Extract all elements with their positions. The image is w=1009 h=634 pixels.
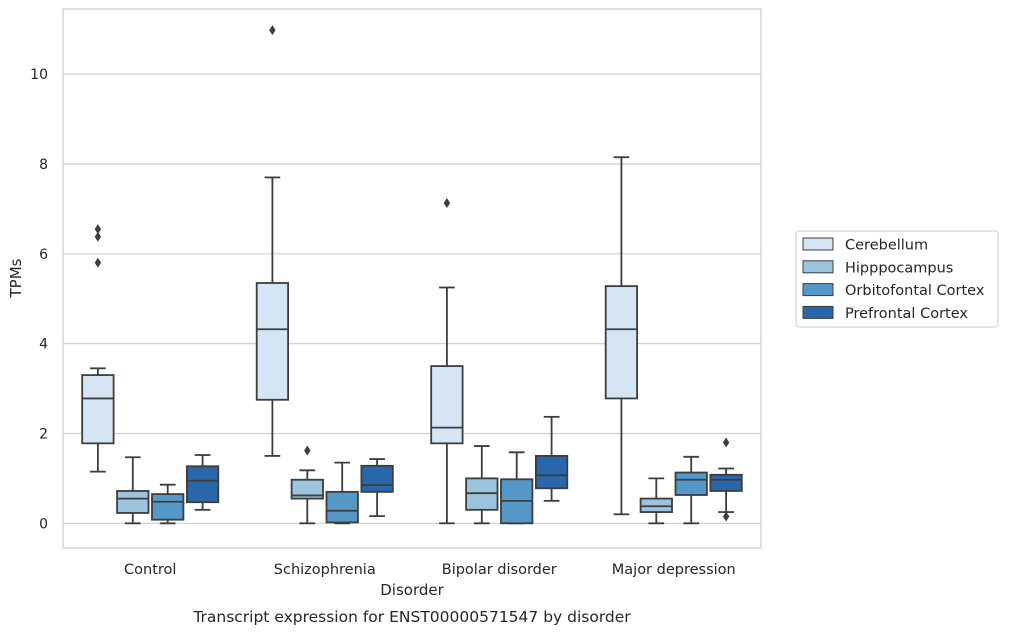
legend-label: Cerebellum (845, 238, 928, 254)
gridlines (63, 73, 761, 524)
plot-area (62, 8, 762, 549)
x-tick-label: Control (124, 562, 176, 578)
box-iqr (81, 374, 115, 445)
legend-swatch (802, 305, 834, 319)
box-cerebellum (255, 25, 290, 457)
y-axis-label: TPMs (7, 258, 25, 298)
box-prefrontal-cortex (534, 415, 569, 502)
box-hipppocampus (639, 477, 673, 525)
outlier-point (443, 198, 451, 209)
y-tick-label: 6 (39, 247, 48, 263)
outlier-point (94, 231, 102, 242)
box-iqr (709, 473, 743, 492)
legend-swatch (802, 260, 834, 274)
box-cerebellum (604, 156, 639, 516)
box-prefrontal-cortex (360, 458, 394, 518)
x-axis-label: Disorder (380, 581, 444, 599)
box-hipppocampus (116, 456, 150, 525)
outlier-point (722, 511, 730, 522)
legend-swatch (802, 283, 834, 297)
y-tick-label: 8 (39, 157, 48, 173)
box-prefrontal-cortex (185, 454, 220, 511)
box-iqr (674, 471, 708, 496)
x-tick-label: Schizophrenia (274, 562, 376, 578)
box-orbitofontal-cortex (500, 451, 534, 525)
box-iqr (604, 285, 639, 400)
y-axis-ticks: 0 2 4 6 8 10 (30, 67, 48, 532)
y-tick-label: 4 (39, 337, 48, 353)
outlier-point (94, 224, 102, 235)
y-tick-label: 2 (39, 426, 48, 442)
outlier-point (269, 25, 276, 36)
legend-label: Orbitofontal Cortex (845, 283, 985, 299)
x-tick-label: Bipolar disorder (442, 562, 557, 578)
box-iqr (116, 490, 150, 514)
chart-caption: Transcript expression for ENST0000057154… (192, 608, 631, 626)
box-prefrontal-cortex (709, 437, 743, 522)
legend-frame (795, 230, 999, 328)
y-tick-label: 10 (30, 67, 48, 83)
box-iqr (255, 282, 290, 401)
box-iqr (534, 455, 569, 490)
legend-label: Prefrontal Cortex (845, 306, 968, 322)
outlier-point (304, 445, 311, 456)
x-axis-ticks: Control Schizophrenia Bipolar disorder Majo… (124, 562, 736, 578)
y-tick-label: 0 (39, 516, 48, 532)
box-cerebellum (81, 224, 115, 473)
box-iqr (325, 490, 359, 524)
box-orbitofontal-cortex (674, 455, 708, 525)
box-hipppocampus (465, 445, 499, 525)
legend-label: Hipppocampus (845, 260, 953, 276)
outlier-point (94, 257, 102, 268)
box-iqr (185, 465, 220, 504)
box-iqr (290, 478, 324, 500)
box-iqr (430, 365, 464, 445)
box-iqr (151, 493, 185, 521)
legend-swatch (802, 237, 834, 251)
legend: Cerebellum Hipppocampus Orbitofontal Corte… (795, 230, 999, 328)
box-iqr (360, 464, 394, 493)
box-groups (81, 25, 743, 525)
x-tick-label: Major depression (612, 562, 736, 578)
box-orbitofontal-cortex (325, 461, 359, 525)
box-orbitofontal-cortex (151, 483, 185, 525)
box-cerebellum (430, 198, 464, 525)
box-hipppocampus (290, 445, 324, 525)
outlier-point (722, 437, 730, 448)
